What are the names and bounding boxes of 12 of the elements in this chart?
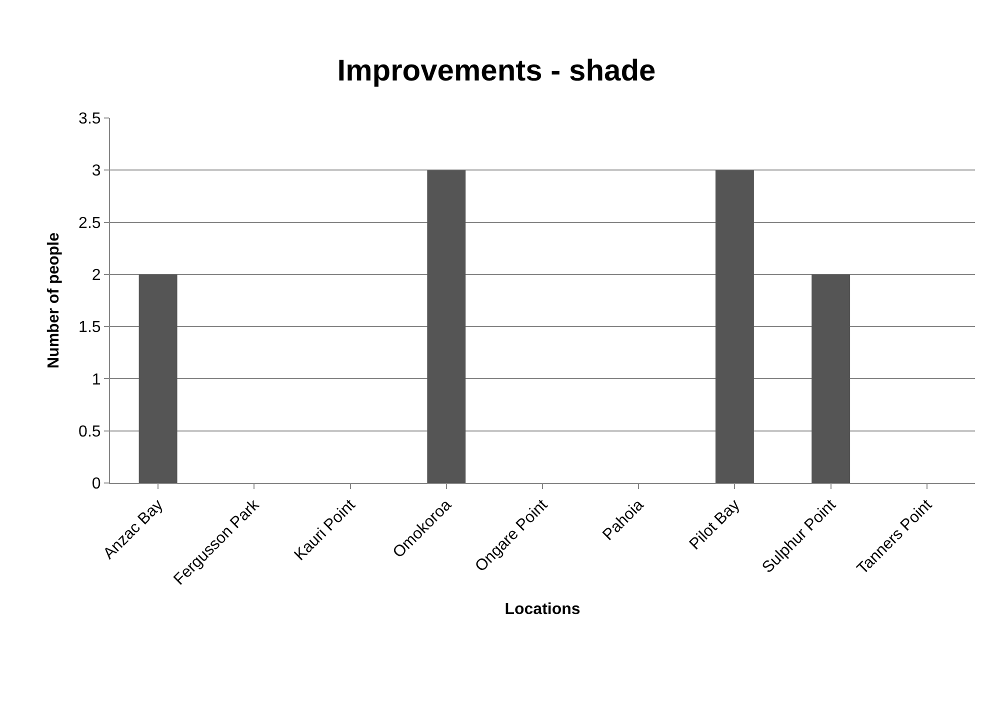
y-tick-label: 0 [92,476,101,493]
x-tick-label: Pilot Bay [686,496,744,554]
chart-title: Improvements - shade [337,54,656,88]
y-tick-label: 1 [92,371,101,388]
y-tick-label: 3.5 [78,110,101,128]
y-tick-label: 2 [92,267,101,284]
y-tick-label: 3 [92,162,101,180]
y-axis-title: Number of people [45,232,62,369]
y-tick-label: 0.5 [78,423,101,440]
x-axis-title: Locations [504,601,580,618]
y-tick-label: 1.5 [78,319,101,336]
y-tick-label: 2.5 [78,214,101,232]
